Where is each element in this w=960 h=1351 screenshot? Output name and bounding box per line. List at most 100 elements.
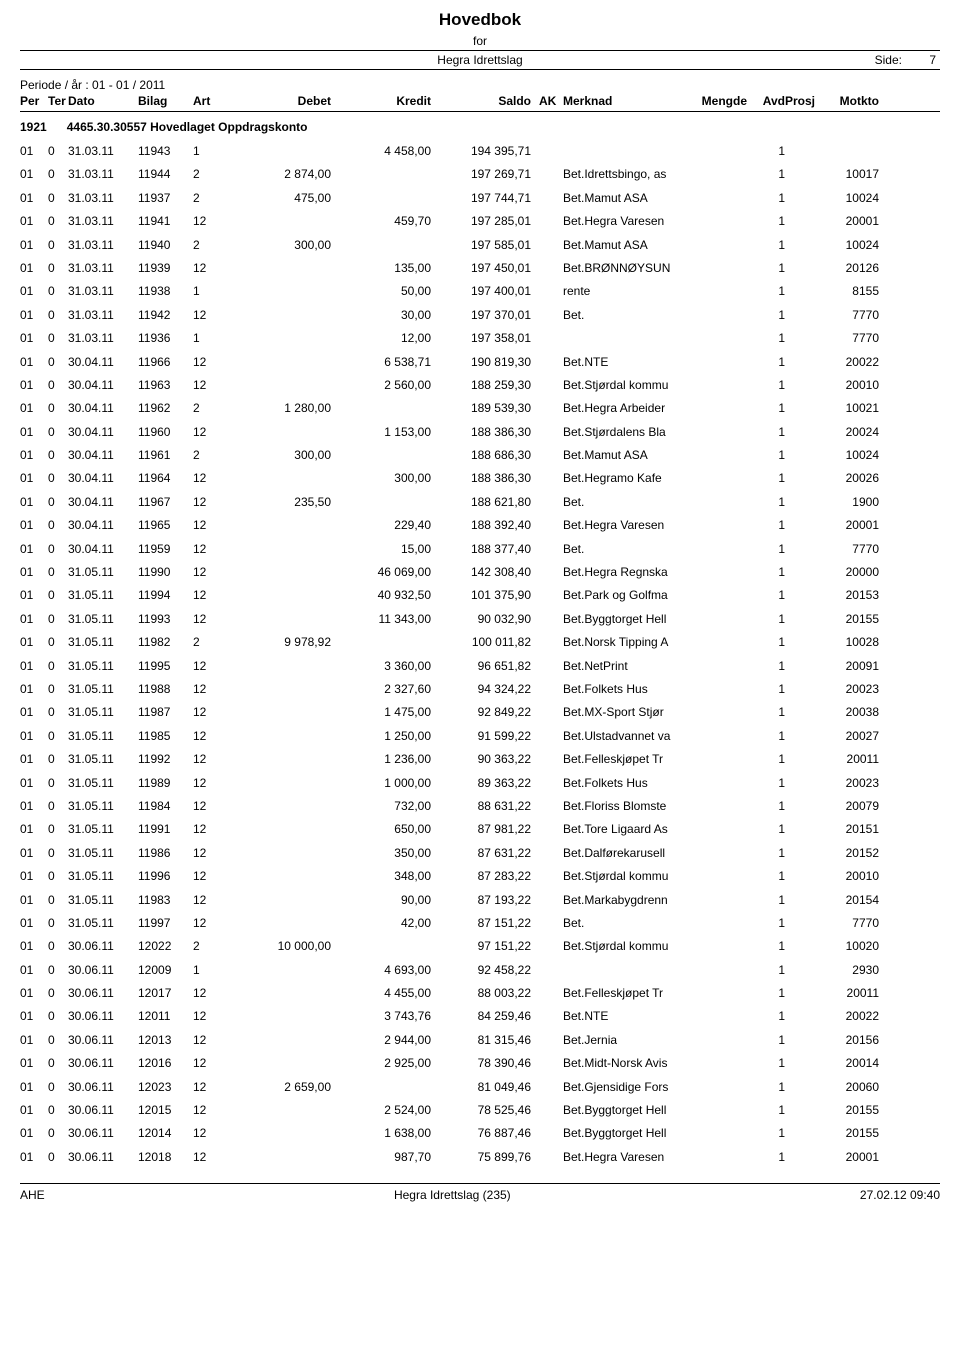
cell-debet xyxy=(229,748,339,771)
cell-debet: 10 000,00 xyxy=(229,935,339,958)
cell-saldo: 88 631,22 xyxy=(439,795,539,818)
cell-ter: 0 xyxy=(48,491,68,514)
cell-bilag: 11988 xyxy=(138,678,193,701)
cell-ak xyxy=(539,818,563,841)
cell-motkto: 20001 xyxy=(823,210,879,233)
cell-bilag: 12013 xyxy=(138,1029,193,1052)
table-row: 01030.04.111196412300,00188 386,30Bet.He… xyxy=(20,467,940,490)
cell-debet xyxy=(229,351,339,374)
cell-avd: 1 xyxy=(747,327,785,350)
cell-motkto: 20155 xyxy=(823,1099,879,1122)
cell-kredit: 2 524,00 xyxy=(339,1099,439,1122)
cell-ak xyxy=(539,1076,563,1099)
cell-kredit: 4 693,00 xyxy=(339,959,439,982)
cell-ter: 0 xyxy=(48,1146,68,1169)
cell-ter: 0 xyxy=(48,163,68,186)
cell-merknad: Bet.Stjørdalens Bla xyxy=(563,421,697,444)
cell-dato: 31.05.11 xyxy=(68,795,138,818)
cell-prosj xyxy=(785,631,823,654)
cell-ter: 0 xyxy=(48,795,68,818)
cell-saldo: 87 631,22 xyxy=(439,842,539,865)
cell-prosj xyxy=(785,795,823,818)
cell-dato: 31.05.11 xyxy=(68,725,138,748)
cell-dato: 30.04.11 xyxy=(68,538,138,561)
table-row: 01031.05.111198229 978,92100 011,82Bet.N… xyxy=(20,631,940,654)
col-ak: AK xyxy=(539,94,563,108)
cell-debet xyxy=(229,818,339,841)
cell-dato: 31.05.11 xyxy=(68,865,138,888)
cell-prosj xyxy=(785,584,823,607)
cell-ter: 0 xyxy=(48,257,68,280)
cell-art: 2 xyxy=(193,234,229,257)
cell-debet xyxy=(229,421,339,444)
cell-art: 1 xyxy=(193,140,229,163)
cell-motkto: 20011 xyxy=(823,982,879,1005)
cell-merknad: Bet. xyxy=(563,491,697,514)
table-row: 01031.05.11119941240 932,50101 375,90Bet… xyxy=(20,584,940,607)
cell-avd: 1 xyxy=(747,444,785,467)
cell-ak xyxy=(539,561,563,584)
cell-dato: 31.05.11 xyxy=(68,842,138,865)
cell-ter: 0 xyxy=(48,655,68,678)
cell-avd: 1 xyxy=(747,1146,785,1169)
cell-saldo: 142 308,40 xyxy=(439,561,539,584)
cell-dato: 31.03.11 xyxy=(68,257,138,280)
table-row: 01030.06.1112013122 944,0081 315,46Bet.J… xyxy=(20,1029,940,1052)
col-debet: Debet xyxy=(229,94,339,108)
cell-merknad: Bet.Felleskjøpet Tr xyxy=(563,748,697,771)
cell-avd: 1 xyxy=(747,678,785,701)
cell-per: 01 xyxy=(20,655,48,678)
cell-merknad: Bet.NetPrint xyxy=(563,655,697,678)
cell-mengde xyxy=(697,538,747,561)
cell-ter: 0 xyxy=(48,865,68,888)
cell-art: 12 xyxy=(193,1146,229,1169)
cell-mengde xyxy=(697,1052,747,1075)
cell-mengde xyxy=(697,163,747,186)
cell-prosj xyxy=(785,1099,823,1122)
cell-ak xyxy=(539,959,563,982)
cell-prosj xyxy=(785,608,823,631)
side-number: 7 xyxy=(929,53,936,67)
cell-art: 12 xyxy=(193,748,229,771)
cell-ter: 0 xyxy=(48,701,68,724)
cell-kredit: 12,00 xyxy=(339,327,439,350)
cell-prosj xyxy=(785,257,823,280)
cell-mengde xyxy=(697,725,747,748)
cell-motkto: 20091 xyxy=(823,655,879,678)
cell-ter: 0 xyxy=(48,935,68,958)
cell-per: 01 xyxy=(20,1052,48,1075)
cell-mengde xyxy=(697,257,747,280)
cell-merknad: Bet.Floriss Blomste xyxy=(563,795,697,818)
cell-art: 1 xyxy=(193,959,229,982)
cell-avd: 1 xyxy=(747,818,785,841)
cell-per: 01 xyxy=(20,374,48,397)
cell-dato: 31.03.11 xyxy=(68,304,138,327)
cell-dato: 31.05.11 xyxy=(68,561,138,584)
cell-per: 01 xyxy=(20,140,48,163)
cell-ak xyxy=(539,608,563,631)
cell-dato: 30.04.11 xyxy=(68,397,138,420)
table-row: 01031.03.1111936112,00197 358,0117770 xyxy=(20,327,940,350)
cell-debet xyxy=(229,608,339,631)
cell-art: 12 xyxy=(193,865,229,888)
cell-per: 01 xyxy=(20,818,48,841)
cell-mengde xyxy=(697,655,747,678)
cell-dato: 31.03.11 xyxy=(68,327,138,350)
cell-art: 2 xyxy=(193,935,229,958)
cell-prosj xyxy=(785,467,823,490)
cell-debet xyxy=(229,1146,339,1169)
divider xyxy=(20,50,940,51)
cell-debet xyxy=(229,1029,339,1052)
cell-per: 01 xyxy=(20,257,48,280)
account-code: 1921 xyxy=(20,120,47,134)
cell-ak xyxy=(539,584,563,607)
cell-merknad: Bet.Byggtorget Hell xyxy=(563,608,697,631)
cell-art: 12 xyxy=(193,842,229,865)
cell-kredit: 350,00 xyxy=(339,842,439,865)
cell-ak xyxy=(539,444,563,467)
cell-debet xyxy=(229,795,339,818)
cell-prosj xyxy=(785,1076,823,1099)
cell-kredit: 30,00 xyxy=(339,304,439,327)
cell-dato: 31.05.11 xyxy=(68,655,138,678)
cell-prosj xyxy=(785,234,823,257)
